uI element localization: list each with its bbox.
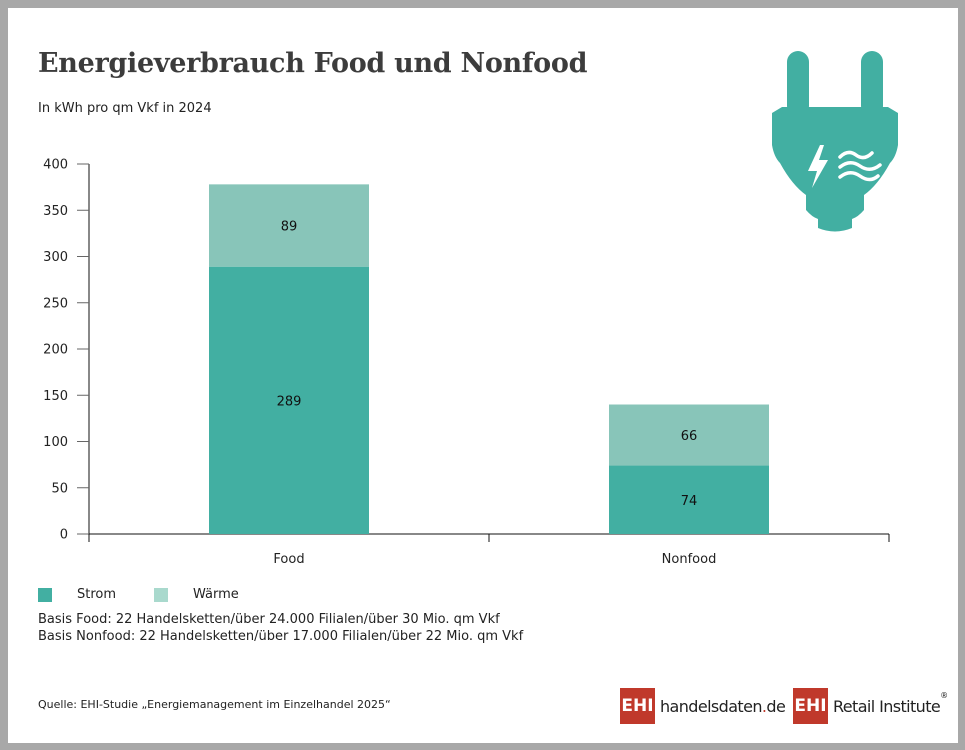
data-label: 89 <box>281 220 298 235</box>
y-tick-label: 0 <box>60 528 68 543</box>
bar-waerme-nonfood <box>609 404 769 466</box>
y-tick-label: 400 <box>43 158 68 173</box>
legend-item-strom: Strom <box>38 587 116 602</box>
y-tick-label: 300 <box>43 250 68 265</box>
note-food: Basis Food: 22 Handelsketten/über 24.000… <box>38 612 500 627</box>
data-label: 66 <box>681 429 698 444</box>
logo-box: EHI <box>793 688 828 724</box>
chart-title: Energieverbrauch Food und Nonfood <box>38 48 588 79</box>
y-tick-label: 100 <box>43 435 68 450</box>
logo-box: EHI <box>620 688 655 724</box>
data-label: 289 <box>277 394 302 409</box>
legend-label: Wärme <box>193 587 239 602</box>
power-plug-icon <box>772 51 898 232</box>
bar-strom-nonfood <box>609 465 769 534</box>
logo-handelsdaten[interactable]: EHI handelsdaten.de <box>620 688 786 724</box>
y-tick-label: 50 <box>51 481 68 496</box>
x-tick-label: Nonfood <box>662 552 717 567</box>
y-tick-label: 250 <box>43 296 68 311</box>
logo-text: handelsdaten.de <box>660 696 786 716</box>
chart-subtitle: In kWh pro qm Vkf in 2024 <box>38 101 212 116</box>
source-note: Quelle: EHI-Studie „Energiemanagement im… <box>38 698 391 711</box>
legend-item-waerme: Wärme <box>154 587 239 602</box>
infographic-card: Energieverbrauch Food und Nonfood In kWh… <box>8 8 958 743</box>
lightning-bolt-icon <box>808 145 828 188</box>
legend: Strom Wärme <box>38 587 277 602</box>
bar-strom-food <box>209 266 369 534</box>
logo-text: Retail Institute® <box>833 690 948 716</box>
data-label: 74 <box>681 494 698 509</box>
note-nonfood: Basis Nonfood: 22 Handelsketten/über 17.… <box>38 629 524 644</box>
x-tick-label: Food <box>273 552 304 567</box>
heat-waves-icon <box>838 150 882 182</box>
stacked-bar-chart: 0 50 100 150 200 250 300 350 400 289 89 Food 74 66 No… <box>43 158 890 567</box>
legend-swatch-waerme <box>154 587 169 602</box>
y-tick-label: 150 <box>43 389 68 404</box>
bar-waerme-food <box>209 184 369 267</box>
basis-notes: Basis Food: 22 Handelsketten/über 24.000… <box>38 611 523 645</box>
logo-retail-institute[interactable]: EHI Retail Institute® <box>793 688 948 724</box>
legend-swatch-strom <box>38 587 52 602</box>
y-tick-label: 200 <box>43 343 68 358</box>
y-tick-label: 350 <box>43 204 68 219</box>
legend-label: Strom <box>77 587 117 602</box>
